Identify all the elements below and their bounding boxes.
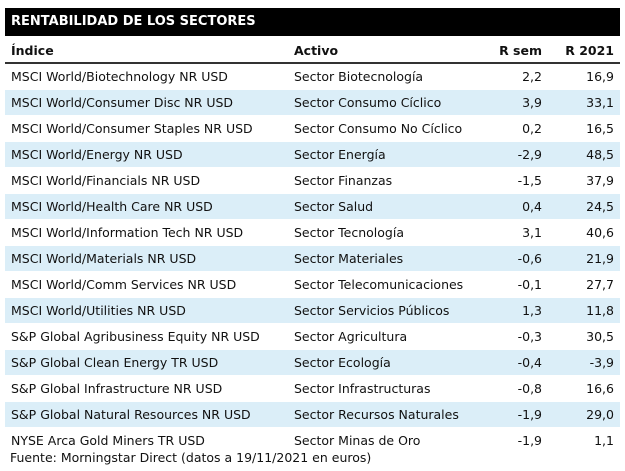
sector-table: Índice Activo R sem R 2021 MSCI World/Biote… — [5, 38, 620, 454]
table-cell: S&P Global Infrastructure NR USD — [5, 375, 288, 402]
table-cell: 27,7 — [548, 271, 620, 298]
table-cell: 1,3 — [488, 297, 548, 324]
table-cell: 16,9 — [548, 63, 620, 90]
table-cell: 3,9 — [488, 89, 548, 116]
table-row: NYSE Arca Gold Miners TR USD Sector Minas… — [5, 427, 620, 454]
table-cell: Sector Salud — [288, 193, 488, 220]
table-row: MSCI World/Consumer Disc NR USD Sector Co… — [5, 89, 620, 116]
table-row: MSCI World/Materials NR USD Sector Materi… — [5, 245, 620, 272]
table-row: MSCI World/Utilities NR USD Sector Servic… — [5, 297, 620, 324]
table-cell: Sector Minas de Oro — [288, 427, 488, 454]
table-cell: Sector Telecomunicaciones — [288, 271, 488, 298]
table-cell: -2,9 — [488, 141, 548, 168]
table-cell: 1,1 — [548, 427, 620, 454]
table-cell: 16,6 — [548, 375, 620, 402]
table-cell: -1,9 — [488, 401, 548, 428]
table-cell: 29,0 — [548, 401, 620, 428]
table-cell: Sector Servicios Públicos — [288, 297, 488, 324]
header-row: Índice Activo R sem R 2021 — [5, 38, 620, 64]
table-cell: MSCI World/Health Care NR USD — [5, 193, 288, 220]
table-cell: 21,9 — [548, 245, 620, 272]
table-cell: 2,2 — [488, 63, 548, 90]
table-row: MSCI World/Biotechnology NR USD Sector Bi… — [5, 63, 620, 90]
table-cell: 48,5 — [548, 141, 620, 168]
table-cell: Sector Finanzas — [288, 167, 488, 194]
table-cell: MSCI World/Consumer Staples NR USD — [5, 115, 288, 142]
table-cell: S&P Global Natural Resources NR USD — [5, 401, 288, 428]
table-cell: Sector Recursos Naturales — [288, 401, 488, 428]
table-cell: 33,1 — [548, 89, 620, 116]
table-cell: 3,1 — [488, 219, 548, 246]
table-cell: S&P Global Agribusiness Equity NR USD — [5, 323, 288, 350]
table-cell: MSCI World/Energy NR USD — [5, 141, 288, 168]
table-cell: Sector Consumo Cíclico — [288, 89, 488, 116]
table-row: MSCI World/Consumer Staples NR USD Sector… — [5, 115, 620, 142]
table-cell: S&P Global Clean Energy TR USD — [5, 349, 288, 376]
table-row: S&P Global Clean Energy TR USD Sector Eco… — [5, 349, 620, 376]
table-cell: 0,2 — [488, 115, 548, 142]
table-cell: -0,8 — [488, 375, 548, 402]
table-cell: MSCI World/Consumer Disc NR USD — [5, 89, 288, 116]
table-cell: Sector Ecología — [288, 349, 488, 376]
table-body: MSCI World/Biotechnology NR USD Sector Bi… — [5, 63, 620, 454]
table-cell: -3,9 — [548, 349, 620, 376]
table-cell: Sector Agricultura — [288, 323, 488, 350]
table-cell: -0,3 — [488, 323, 548, 350]
table-cell: -0,1 — [488, 271, 548, 298]
table-cell: MSCI World/Financials NR USD — [5, 167, 288, 194]
table-cell: MSCI World/Biotechnology NR USD — [5, 63, 288, 90]
column-header: Índice — [5, 38, 288, 64]
table-cell: -1,5 — [488, 167, 548, 194]
table-row: MSCI World/Information Tech NR USD Sector… — [5, 219, 620, 246]
column-header: R 2021 — [548, 38, 620, 64]
table-title: RENTABILIDAD DE LOS SECTORES — [5, 8, 620, 36]
table-row: MSCI World/Comm Services NR USD Sector Te… — [5, 271, 620, 298]
table-cell: MSCI World/Comm Services NR USD — [5, 271, 288, 298]
table-row: MSCI World/Health Care NR USD Sector Salu… — [5, 193, 620, 220]
table-cell: 11,8 — [548, 297, 620, 324]
table-row: MSCI World/Financials NR USD Sector Finan… — [5, 167, 620, 194]
table-row: S&P Global Agribusiness Equity NR USD Sec… — [5, 323, 620, 350]
table-row: S&P Global Infrastructure NR USD Sector I… — [5, 375, 620, 402]
table-cell: MSCI World/Utilities NR USD — [5, 297, 288, 324]
table-cell: 24,5 — [548, 193, 620, 220]
table-cell: -0,4 — [488, 349, 548, 376]
table-row: MSCI World/Energy NR USD Sector Energía -2… — [5, 141, 620, 168]
table-cell: NYSE Arca Gold Miners TR USD — [5, 427, 288, 454]
table-cell: Sector Infrastructuras — [288, 375, 488, 402]
table-row: S&P Global Natural Resources NR USD Secto… — [5, 401, 620, 428]
table-cell: Sector Consumo No Cíclico — [288, 115, 488, 142]
table-cell: 40,6 — [548, 219, 620, 246]
column-header: R sem — [488, 38, 548, 64]
table-cell: -0,6 — [488, 245, 548, 272]
table-cell: -1,9 — [488, 427, 548, 454]
table-cell: 16,5 — [548, 115, 620, 142]
table-cell: Sector Energía — [288, 141, 488, 168]
source-note: Fuente: Morningstar Direct (datos a 19/1… — [10, 450, 372, 465]
table-cell: Sector Tecnología — [288, 219, 488, 246]
table-cell: 37,9 — [548, 167, 620, 194]
table-cell: MSCI World/Materials NR USD — [5, 245, 288, 272]
column-header: Activo — [288, 38, 488, 64]
table-cell: Sector Biotecnología — [288, 63, 488, 90]
table-cell: 30,5 — [548, 323, 620, 350]
table-cell: Sector Materiales — [288, 245, 488, 272]
table-cell: MSCI World/Information Tech NR USD — [5, 219, 288, 246]
table-cell: 0,4 — [488, 193, 548, 220]
